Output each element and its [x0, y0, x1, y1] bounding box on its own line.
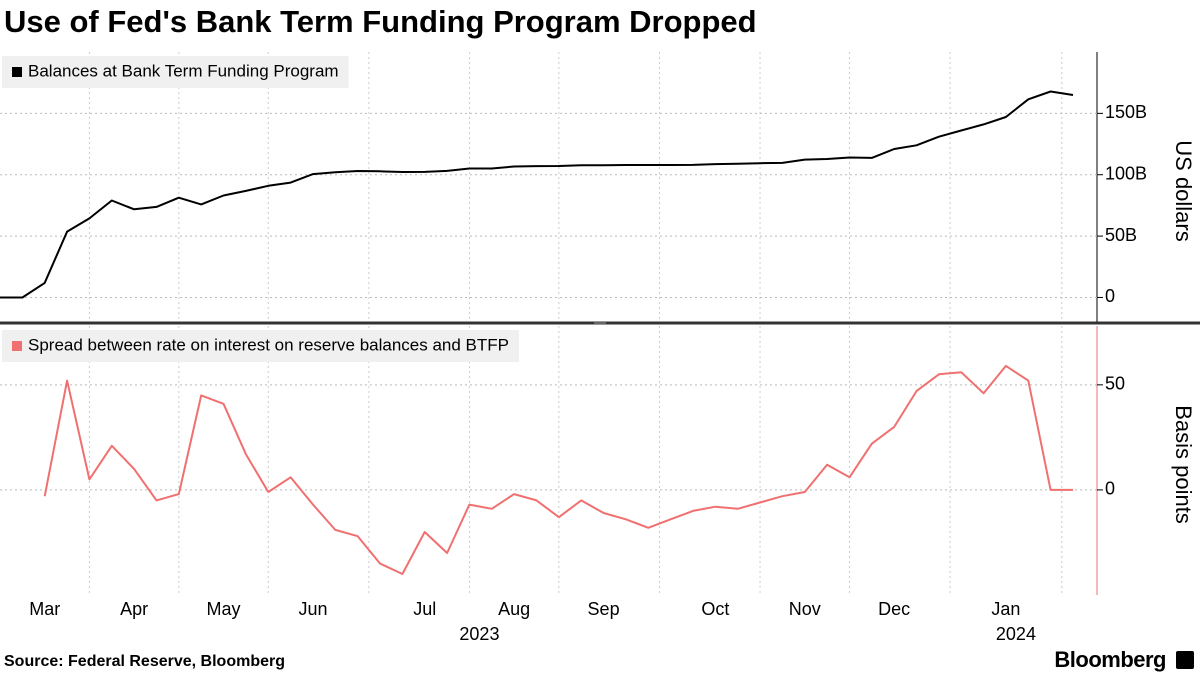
- x-tick-label: Sep: [588, 599, 620, 619]
- legend-swatch: [12, 341, 22, 351]
- legend-box: [2, 56, 349, 88]
- brand-icon: [1176, 651, 1194, 669]
- x-tick-label: Jan: [991, 599, 1020, 619]
- y-tick-label: 50: [1105, 374, 1125, 394]
- x-tick-label: Nov: [789, 599, 821, 619]
- y-axis-label: Basis points: [1171, 405, 1196, 524]
- legend-label: Balances at Bank Term Funding Program: [28, 61, 339, 80]
- source: Source: Federal Reserve, Bloomberg: [4, 653, 285, 670]
- x-year-label: 2024: [996, 624, 1036, 644]
- x-tick-label: Apr: [120, 599, 148, 619]
- x-tick-label: Mar: [29, 599, 60, 619]
- brand: Bloomberg: [1054, 647, 1166, 672]
- y-axis-label: US dollars: [1171, 140, 1196, 241]
- line-series: [43, 364, 1073, 575]
- y-tick-label: 100B: [1105, 163, 1147, 183]
- x-tick-label: Jul: [413, 599, 436, 619]
- y-tick-label: 150B: [1105, 102, 1147, 122]
- x-tick-label: Aug: [498, 599, 530, 619]
- y-tick-label: 0: [1105, 286, 1115, 306]
- x-tick-label: May: [207, 599, 241, 619]
- y-tick-label: 50B: [1105, 225, 1137, 245]
- x-tick-label: Dec: [878, 599, 910, 619]
- legend-swatch: [12, 67, 22, 77]
- x-year-label: 2023: [459, 624, 499, 644]
- y-tick-label: 0: [1105, 479, 1115, 499]
- legend-label: Spread between rate on interest on reser…: [28, 335, 509, 354]
- legend-box: [2, 330, 520, 362]
- x-tick-label: Jun: [298, 599, 327, 619]
- x-tick-label: Oct: [701, 599, 729, 619]
- line-series: [0, 90, 1074, 299]
- chart-title: Use of Fed's Bank Term Funding Program D…: [4, 4, 757, 39]
